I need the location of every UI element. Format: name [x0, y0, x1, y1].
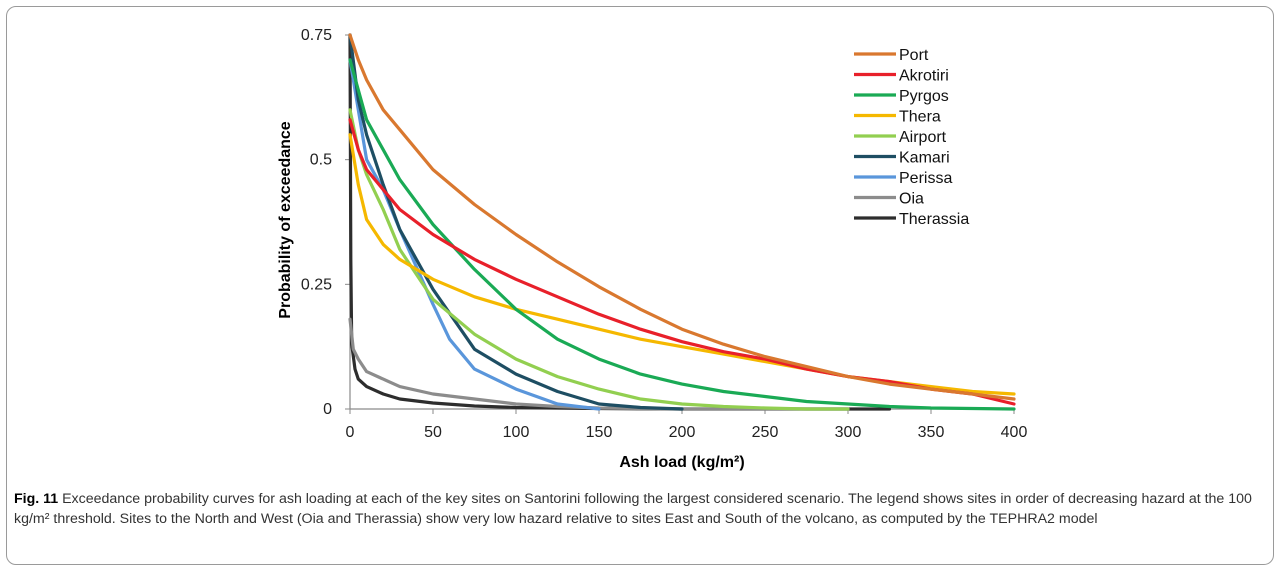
y-tick-label: 0.25: [301, 276, 332, 293]
x-axis-title: Ash load (kg/m²): [619, 454, 744, 471]
series-lines: [348, 33, 1016, 411]
series-line-port: [348, 33, 1016, 401]
series-line-pyrgos: [348, 58, 1016, 411]
x-tick-label: 300: [835, 424, 862, 441]
figure-label: Fig. 11: [14, 491, 59, 507]
legend-label-kamari: Kamari: [899, 150, 950, 167]
x-tick-label: 250: [752, 424, 779, 441]
x-tick-label: 400: [1001, 424, 1028, 441]
caption-text: Exceedance probability curves for ash lo…: [14, 491, 1252, 527]
exceedance-chart: 0 50 100 150 200 250 300 350 400 0 0.25 0.5 0.75 Por…: [277, 27, 1028, 471]
series-line-perissa: [348, 58, 601, 411]
legend-label-akrotiri: Akrotiri: [899, 68, 949, 85]
series-line-airport: [348, 108, 850, 411]
series-line-akrotiri: [348, 118, 1016, 406]
y-tick-label: 0.75: [301, 27, 332, 44]
chart-legend: Port Akrotiri Pyrgos Thera Airport Kamari Peri…: [854, 47, 969, 228]
legend-label-therassia: Therassia: [899, 211, 969, 228]
series-line-kamari: [348, 33, 684, 411]
legend-label-thera: Thera: [899, 109, 941, 126]
y-tick-label: 0.5: [310, 152, 332, 169]
legend-label-oia: Oia: [899, 191, 924, 208]
y-tick-label: 0: [323, 401, 332, 418]
x-tick-label: 0: [346, 424, 355, 441]
figure-frame: [6, 6, 1274, 565]
y-axis-title: Probability of exceedance: [277, 121, 294, 319]
x-tick-label: 150: [586, 424, 613, 441]
x-tick-label: 100: [503, 424, 530, 441]
x-tick-label: 200: [669, 424, 696, 441]
figure-caption: Fig. 11 Exceedance probability curves fo…: [14, 489, 1266, 529]
x-tick-label: 50: [424, 424, 442, 441]
legend-label-airport: Airport: [899, 129, 947, 146]
x-tick-label: 350: [918, 424, 945, 441]
legend-label-port: Port: [899, 47, 929, 64]
legend-label-pyrgos: Pyrgos: [899, 88, 949, 105]
chart-axes: 0 50 100 150 200 250 300 350 400 0 0.25 0.5 0.75: [301, 27, 1028, 441]
legend-label-perissa: Perissa: [899, 170, 952, 187]
